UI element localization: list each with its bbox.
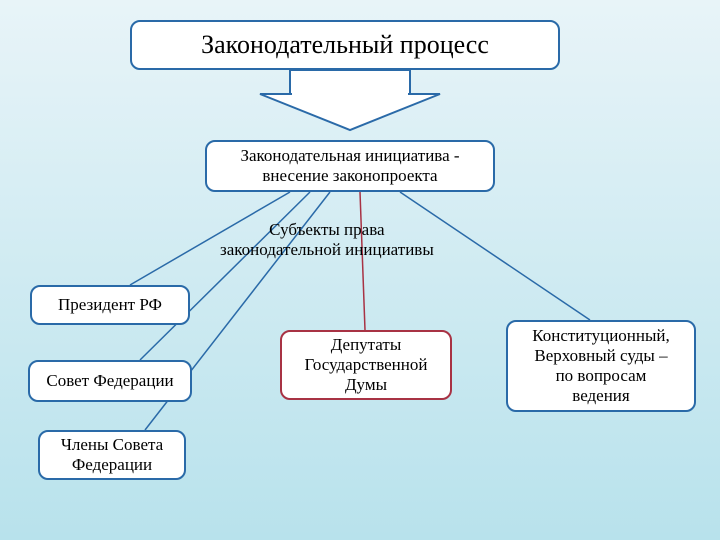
- node-members: Члены СоветаФедерации: [38, 430, 186, 480]
- node-sovfed: Совет Федерации: [28, 360, 192, 402]
- node-courts-line: ведения: [532, 386, 670, 406]
- node-courts-line: Верховный суды –: [532, 346, 670, 366]
- subjects-line2: законодательной инициативы: [220, 240, 434, 260]
- initiative-line2: внесение законопроекта: [240, 166, 459, 186]
- subjects-line1: Субъекты права: [220, 220, 434, 240]
- node-president: Президент РФ: [30, 285, 190, 325]
- node-deputies-line: Депутаты: [305, 335, 428, 355]
- initiative-box: Законодательная инициатива - внесение за…: [205, 140, 495, 192]
- node-courts: Конституционный,Верховный суды –по вопро…: [506, 320, 696, 412]
- node-sovfed-line: Совет Федерации: [46, 371, 173, 391]
- node-deputies: ДепутатыГосударственнойДумы: [280, 330, 452, 400]
- node-deputies-line: Государственной: [305, 355, 428, 375]
- node-courts-line: Конституционный,: [532, 326, 670, 346]
- node-deputies-line: Думы: [305, 375, 428, 395]
- node-members-line: Члены Совета: [61, 435, 163, 455]
- subjects-label: Субъекты права законодательной инициатив…: [220, 220, 434, 260]
- initiative-line1: Законодательная инициатива -: [240, 146, 459, 166]
- node-members-line: Федерации: [61, 455, 163, 475]
- title-box: Законодательный процесс: [130, 20, 560, 70]
- title-text: Законодательный процесс: [201, 30, 489, 60]
- node-courts-line: по вопросам: [532, 366, 670, 386]
- node-president-line: Президент РФ: [58, 295, 162, 315]
